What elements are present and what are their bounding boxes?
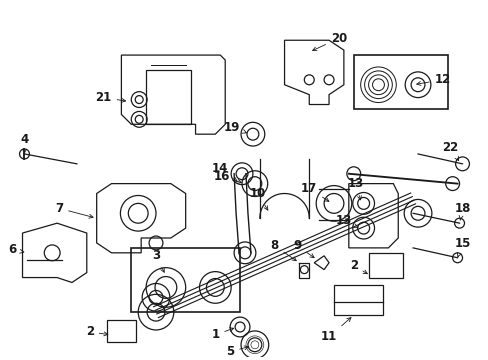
Text: 19: 19 — [224, 121, 246, 134]
Text: 1: 1 — [211, 328, 233, 341]
Text: 4: 4 — [20, 132, 29, 153]
Text: 20: 20 — [312, 32, 346, 51]
Text: 7: 7 — [55, 202, 93, 218]
Bar — [368, 253, 403, 278]
Bar — [131, 248, 240, 312]
Text: 3: 3 — [152, 249, 164, 272]
Text: 15: 15 — [453, 238, 470, 257]
Text: 21: 21 — [95, 91, 125, 104]
Text: 5: 5 — [225, 345, 248, 358]
Text: 22: 22 — [442, 140, 458, 161]
Text: 17: 17 — [301, 182, 328, 201]
Text: 8: 8 — [270, 239, 296, 261]
Text: 16: 16 — [214, 170, 241, 183]
Text: 2: 2 — [85, 325, 108, 338]
Text: 13: 13 — [347, 177, 363, 200]
Bar — [146, 70, 190, 124]
Text: 14: 14 — [212, 162, 237, 181]
Text: 9: 9 — [293, 239, 313, 258]
Text: 18: 18 — [453, 202, 470, 220]
Text: 11: 11 — [320, 318, 350, 343]
Text: 6: 6 — [8, 243, 24, 256]
Bar — [106, 320, 136, 342]
Text: 13: 13 — [335, 214, 357, 228]
Text: 12: 12 — [416, 73, 450, 86]
Bar — [333, 285, 383, 315]
Bar — [353, 55, 447, 109]
Text: 10: 10 — [249, 187, 267, 210]
Text: 2: 2 — [349, 259, 366, 274]
